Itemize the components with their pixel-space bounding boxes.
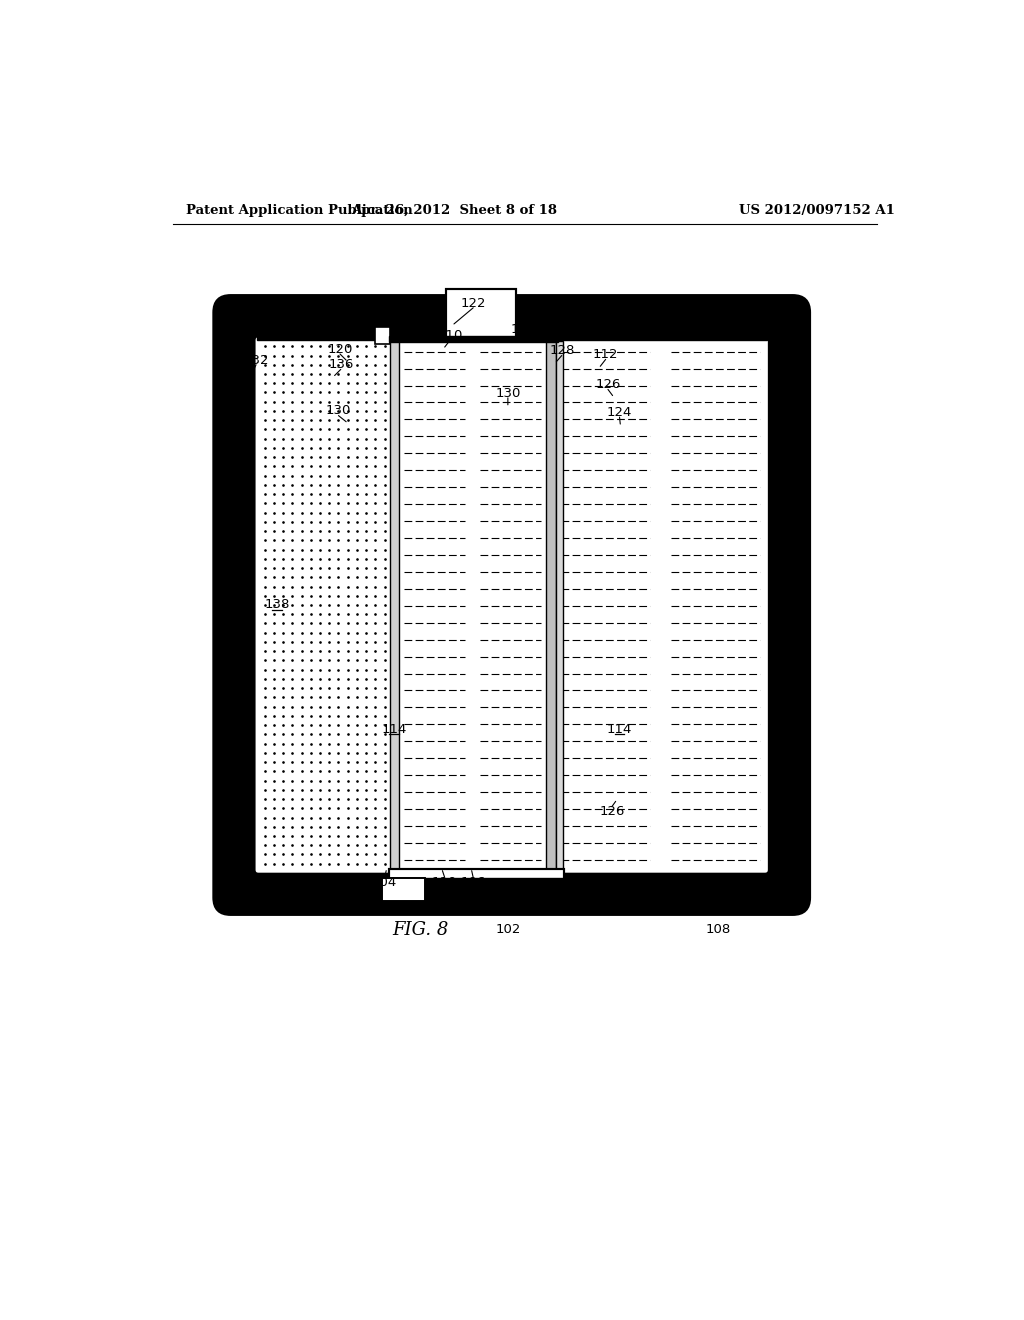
Text: Apr. 26, 2012  Sheet 8 of 18: Apr. 26, 2012 Sheet 8 of 18 bbox=[351, 205, 557, 218]
Bar bbox=[446, 289, 515, 341]
Text: 136: 136 bbox=[300, 898, 326, 911]
Text: 110: 110 bbox=[437, 329, 463, 342]
Text: FIG. 8: FIG. 8 bbox=[392, 921, 449, 939]
Text: 114: 114 bbox=[607, 723, 632, 737]
Bar bbox=[375, 327, 390, 345]
Text: 100: 100 bbox=[734, 305, 759, 317]
Text: 106: 106 bbox=[461, 875, 485, 888]
Text: 126: 126 bbox=[599, 805, 625, 818]
Text: 124: 124 bbox=[607, 407, 632, 418]
Bar bbox=[388, 869, 564, 882]
Text: 102: 102 bbox=[496, 924, 520, 936]
Text: 108: 108 bbox=[706, 924, 731, 936]
Bar bbox=[446, 289, 515, 341]
Text: 118: 118 bbox=[407, 319, 432, 333]
Bar bbox=[388, 335, 558, 342]
Text: 114: 114 bbox=[381, 723, 407, 737]
Text: 116: 116 bbox=[511, 323, 536, 335]
Bar bbox=[259, 341, 390, 869]
Bar bbox=[390, 341, 399, 869]
Text: 112: 112 bbox=[593, 348, 618, 362]
Text: 120: 120 bbox=[328, 343, 352, 356]
FancyBboxPatch shape bbox=[255, 337, 769, 874]
Text: 136: 136 bbox=[328, 358, 353, 371]
Text: 130: 130 bbox=[496, 387, 520, 400]
Text: 130: 130 bbox=[326, 404, 351, 417]
Text: 122: 122 bbox=[461, 297, 486, 310]
Text: 112: 112 bbox=[493, 898, 518, 911]
Text: 138: 138 bbox=[264, 598, 290, 611]
Bar bbox=[257, 331, 767, 341]
Text: 110: 110 bbox=[432, 875, 458, 888]
Bar bbox=[257, 878, 767, 886]
Bar bbox=[546, 341, 556, 869]
FancyBboxPatch shape bbox=[214, 296, 810, 915]
Text: 134: 134 bbox=[231, 895, 257, 908]
Text: 104: 104 bbox=[372, 875, 397, 888]
Text: 128: 128 bbox=[549, 345, 574, 358]
Bar bbox=[382, 878, 425, 900]
Text: Patent Application Publication: Patent Application Publication bbox=[186, 205, 413, 218]
Text: 126: 126 bbox=[595, 379, 621, 391]
Bar bbox=[382, 878, 425, 900]
Bar bbox=[388, 869, 564, 882]
Text: US 2012/0097152 A1: US 2012/0097152 A1 bbox=[739, 205, 895, 218]
Text: 132: 132 bbox=[244, 354, 269, 367]
Bar bbox=[556, 341, 562, 869]
